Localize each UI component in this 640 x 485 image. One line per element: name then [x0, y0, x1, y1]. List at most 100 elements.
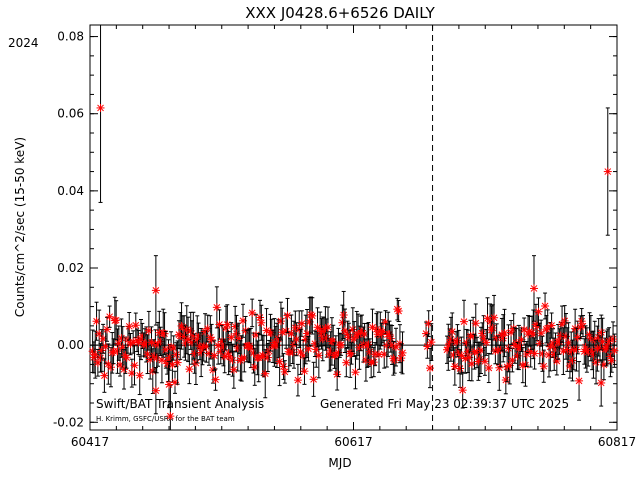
data-point: [397, 354, 405, 362]
data-point: [501, 329, 508, 337]
data-point: [399, 349, 406, 357]
data-point: [333, 371, 341, 378]
data-point: [604, 168, 612, 175]
data-point: [212, 376, 219, 383]
data-point: [337, 341, 345, 348]
data-point: [89, 347, 96, 355]
data-point: [239, 317, 247, 325]
data-point: [484, 314, 491, 322]
data-point: [280, 363, 287, 370]
data-point: [546, 343, 554, 351]
data-point: [499, 334, 507, 342]
data-point: [273, 342, 281, 349]
data-point: [118, 334, 125, 342]
data-point: [260, 352, 268, 360]
data-point: [91, 351, 99, 358]
data-point: [365, 341, 372, 348]
data-point: [291, 324, 299, 332]
data-point: [539, 350, 546, 358]
data-point: [152, 287, 160, 294]
data-point: [213, 304, 221, 311]
data-point: [233, 330, 240, 338]
data-point: [482, 339, 490, 346]
data-point: [222, 324, 230, 332]
data-point: [477, 347, 485, 354]
data-point: [461, 355, 469, 362]
data-point: [463, 339, 470, 346]
data-point: [476, 355, 484, 363]
data-point: [235, 335, 243, 342]
data-point: [505, 344, 512, 352]
data-point: [144, 350, 151, 358]
data-point: [352, 368, 359, 376]
data-point: [561, 317, 569, 325]
data-point: [314, 323, 321, 331]
data-point: [426, 364, 434, 372]
data-point: [240, 354, 248, 362]
year-label: 2024: [8, 36, 39, 50]
data-point: [380, 350, 388, 358]
data-point: [165, 381, 173, 388]
data-point: [152, 387, 160, 395]
data-point: [395, 307, 402, 315]
plot-area: -0.02 0.00 0.02 0.04 0.06 0.08 60417 60617 60817: [53, 24, 636, 449]
data-point: [327, 347, 334, 355]
data-point: [536, 340, 544, 347]
data-point: [379, 327, 387, 335]
data-point: [490, 314, 498, 322]
data-point: [297, 348, 304, 356]
data-point: [299, 352, 307, 360]
data-point: [248, 309, 256, 317]
annotation-generated: Generated Fri May 23 02:39:37 UTC 2025: [320, 397, 569, 411]
data-point: [465, 354, 473, 361]
data-point: [349, 326, 357, 333]
data-point: [535, 308, 542, 316]
data-point: [158, 356, 166, 364]
data-point: [217, 348, 225, 355]
data-point: [204, 325, 212, 332]
data-point: [444, 343, 452, 351]
data-point: [548, 322, 555, 329]
data-point: [167, 412, 174, 420]
data-point: [293, 335, 300, 343]
data-point: [448, 328, 456, 336]
chart-title: XXX J0428.6+6526 DAILY: [245, 4, 435, 22]
data-point: [575, 377, 583, 385]
data-point: [485, 364, 493, 372]
y-tick-label: -0.02: [53, 415, 84, 429]
data-point: [180, 333, 188, 340]
data-point: [298, 320, 306, 327]
data-point: [112, 316, 120, 324]
data-point: [323, 334, 331, 342]
data-point: [229, 356, 236, 364]
data-point: [278, 328, 286, 336]
data-point: [502, 376, 510, 384]
data-point: [114, 347, 121, 355]
data-point: [162, 346, 170, 354]
data-point: [115, 339, 123, 347]
y-tick-label: 0.06: [57, 107, 84, 121]
data-point: [145, 327, 153, 335]
data-point: [590, 351, 597, 359]
data-point: [315, 352, 323, 359]
data-point: [294, 376, 302, 384]
data-point: [131, 361, 138, 369]
data-point: [369, 323, 376, 331]
data-point: [563, 346, 571, 353]
data-point: [230, 366, 238, 374]
data-point: [459, 386, 467, 394]
data-point: [597, 329, 605, 336]
data-point: [422, 330, 430, 337]
data-point: [391, 356, 399, 364]
data-point: [383, 342, 391, 349]
x-tick-label: 60817: [598, 435, 636, 449]
data-point: [148, 338, 155, 346]
data-point: [454, 337, 461, 345]
data-point: [186, 365, 193, 373]
data-point: [324, 323, 332, 331]
data-point: [197, 349, 205, 356]
data-point: [263, 327, 270, 334]
data-point: [507, 329, 515, 336]
data-point: [611, 347, 618, 355]
